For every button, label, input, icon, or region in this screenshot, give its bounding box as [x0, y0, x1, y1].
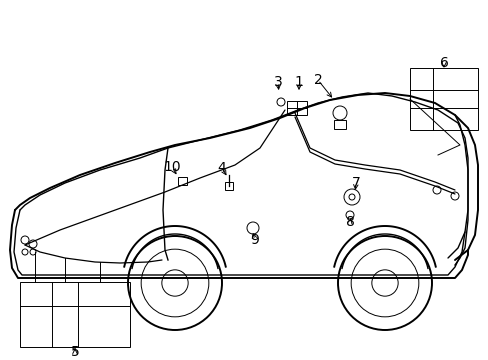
Text: 2: 2 — [313, 73, 322, 87]
Text: 1: 1 — [294, 75, 303, 89]
Text: 9: 9 — [250, 233, 259, 247]
Text: 10: 10 — [163, 160, 181, 174]
Text: 6: 6 — [439, 56, 447, 70]
Bar — [286, 101, 306, 115]
Text: 5: 5 — [70, 345, 79, 359]
Text: 4: 4 — [217, 161, 226, 175]
Bar — [224, 182, 232, 190]
Text: 8: 8 — [345, 215, 354, 229]
Bar — [178, 177, 186, 185]
Bar — [409, 68, 477, 130]
Text: 3: 3 — [273, 75, 282, 89]
Bar — [333, 120, 346, 129]
Bar — [20, 282, 130, 347]
Text: 7: 7 — [351, 176, 360, 190]
